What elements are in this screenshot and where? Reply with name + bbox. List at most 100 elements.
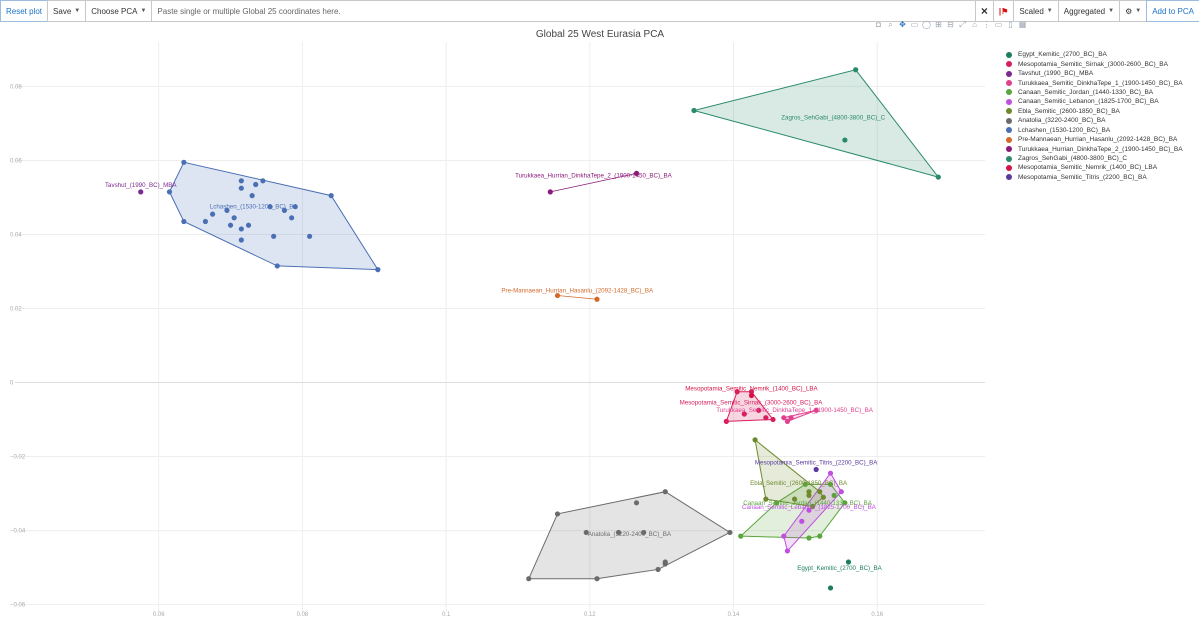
point-ebla[interactable] [817, 489, 823, 495]
point-anatolia[interactable] [662, 559, 668, 565]
point-anatolia[interactable] [641, 529, 647, 536]
point-jordan[interactable] [827, 481, 834, 487]
point-ebla[interactable] [806, 489, 812, 495]
point-lchashen[interactable] [238, 237, 244, 243]
point-sirnak[interactable] [756, 407, 762, 413]
autoscale-icon[interactable]: ⤢ [959, 20, 966, 29]
zoom-icon[interactable]: ⌕ [888, 20, 893, 29]
add-to-pca-button[interactable]: Add to PCA [1146, 0, 1199, 22]
point-anatolia[interactable] [526, 576, 532, 582]
lasso-icon[interactable]: ◯ [922, 20, 931, 29]
point-anatolia[interactable] [727, 529, 733, 536]
point-sirnak[interactable] [723, 418, 729, 424]
legend-item[interactable]: Mesopotamia_Semitic_Sirnak_(3000-2600_BC… [1006, 59, 1183, 68]
point-zagros[interactable] [842, 137, 848, 143]
point-lchashen[interactable] [292, 204, 298, 210]
settings-dropdown[interactable]: ⚙ ▼ [1119, 0, 1148, 22]
point-lchashen[interactable] [375, 267, 381, 273]
point-anatolia[interactable] [633, 500, 640, 506]
point-dinkha1[interactable] [788, 415, 794, 421]
point-sirnak[interactable] [770, 416, 776, 423]
aggregated-dropdown[interactable]: Aggregated ▼ [1057, 0, 1121, 22]
point-lebanon[interactable] [838, 489, 844, 495]
point-lchashen[interactable] [202, 218, 209, 225]
point-ebla[interactable] [752, 437, 758, 443]
point-dinkha1[interactable] [813, 407, 819, 413]
reset-plot-button[interactable]: Reset plot [0, 0, 49, 22]
point-lchashen[interactable] [238, 226, 244, 232]
point-zagros[interactable] [853, 67, 859, 73]
point-hasanlu[interactable] [594, 296, 600, 302]
plotly-logo-icon[interactable]: ▦ [1018, 20, 1027, 29]
point-ebla[interactable] [806, 492, 812, 499]
legend-item[interactable]: Ebla_Semitic_(2600-1850_BC)_BA [1006, 107, 1183, 116]
point-anatolia[interactable] [662, 489, 668, 495]
point-lchashen[interactable] [166, 189, 173, 195]
point-lebanon[interactable] [784, 548, 791, 554]
point-hasanlu[interactable] [554, 292, 561, 299]
legend-item[interactable]: Pre-Mannaean_Hurrian_Hasanlu_(2092-1428_… [1006, 135, 1183, 144]
point-lchashen[interactable] [231, 215, 237, 221]
save-dropdown[interactable]: Save ▼ [47, 0, 87, 22]
point-nemrik[interactable] [748, 392, 755, 399]
point-lchashen[interactable] [227, 222, 234, 228]
point-lebanon[interactable] [806, 507, 812, 513]
point-dinkha1[interactable] [784, 418, 791, 424]
pan-icon[interactable]: ✥ [899, 20, 906, 29]
point-egypt[interactable] [845, 559, 852, 565]
legend-item[interactable]: Zagros_SehGabi_(4800-3800_BC)_C [1006, 154, 1183, 163]
point-lchashen[interactable] [306, 233, 313, 239]
legend-item[interactable]: Canaan_Semitic_Jordan_(1440-1330_BC)_BA [1006, 88, 1183, 97]
spike-lines-icon[interactable]: ⋮ [982, 20, 991, 29]
camera-icon[interactable]: ◘ [876, 20, 881, 29]
scaled-dropdown[interactable]: Scaled ▼ [1013, 0, 1059, 22]
point-dinkha2[interactable] [547, 189, 553, 195]
point-lchashen[interactable] [281, 207, 288, 214]
point-lchashen[interactable] [224, 207, 230, 214]
point-ebla[interactable] [809, 503, 816, 510]
point-sirnak[interactable] [748, 389, 755, 395]
hover-compare-icon[interactable]: ▯ [1008, 20, 1013, 29]
legend-item[interactable]: Turukkaea_Hurrian_DinkhaTepe_2_(1900-145… [1006, 144, 1183, 153]
point-lebanon[interactable] [827, 470, 834, 476]
point-anatolia[interactable] [594, 576, 600, 582]
point-anatolia[interactable] [554, 511, 561, 517]
point-jordan[interactable] [738, 533, 744, 539]
point-lchashen[interactable] [238, 185, 244, 191]
point-jordan[interactable] [774, 500, 780, 506]
point-sirnak[interactable] [741, 411, 747, 417]
point-sirnak[interactable] [763, 415, 769, 421]
zoom-in-icon[interactable]: ⊞ [935, 20, 942, 29]
point-anatolia[interactable] [615, 529, 622, 536]
legend-item[interactable]: Lchashen_(1530-1200_BC)_BA [1006, 126, 1183, 135]
point-lchashen[interactable] [253, 181, 259, 188]
choose-pca-dropdown[interactable]: Choose PCA ▼ [85, 0, 153, 22]
point-egypt[interactable] [827, 585, 834, 591]
legend-item[interactable]: Canaan_Semitic_Lebanon_(1825-1700_BC)_BA [1006, 97, 1183, 106]
point-titris[interactable] [813, 466, 819, 473]
point-dinkha2[interactable] [633, 170, 640, 176]
point-lchashen[interactable] [328, 193, 334, 199]
legend-item[interactable]: Mesopotamia_Semitic_Titris_(2200_BC)_BA [1006, 173, 1183, 182]
point-lchashen[interactable] [209, 211, 216, 217]
point-zagros[interactable] [691, 107, 697, 114]
zoom-out-icon[interactable]: ⊟ [947, 20, 954, 29]
point-jordan[interactable] [831, 492, 837, 499]
point-anatolia[interactable] [655, 566, 661, 573]
point-lchashen[interactable] [267, 204, 273, 210]
legend-item[interactable]: Egypt_Kemitic_(2700_BC)_BA [1006, 50, 1183, 59]
point-ebla[interactable] [763, 496, 769, 502]
point-jordan[interactable] [817, 533, 823, 539]
point-lchashen[interactable] [249, 193, 255, 199]
point-dinkha1[interactable] [781, 415, 787, 421]
pca-chart[interactable]: Global 25 West Eurasia PCA 0.06 0.08 0.1 0.… [0, 22, 1000, 620]
point-lchashen[interactable] [289, 215, 295, 221]
legend-item[interactable]: Mesopotamia_Semitic_Nemrik_(1400_BC)_LBA [1006, 163, 1183, 172]
coordinates-input[interactable]: Paste single or multiple Global 25 coord… [151, 0, 976, 22]
point-sirnak[interactable] [734, 389, 740, 395]
point-lchashen[interactable] [260, 178, 266, 184]
point-tavshut[interactable] [138, 189, 144, 195]
point-jordan[interactable] [802, 481, 808, 487]
point-anatolia[interactable] [583, 529, 589, 536]
point-lchashen[interactable] [238, 178, 244, 184]
